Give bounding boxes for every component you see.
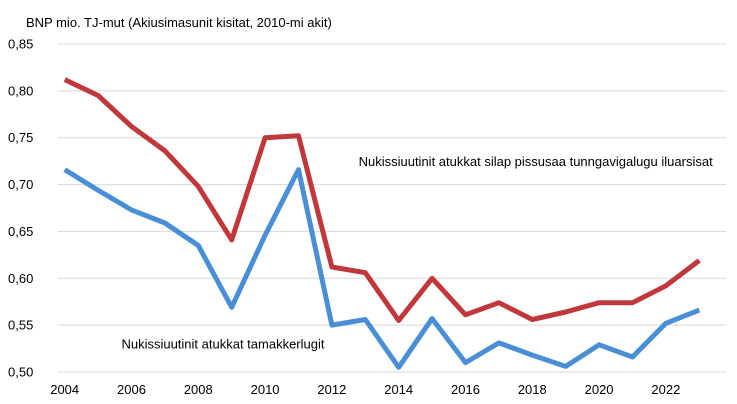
- x-tick-label: 2016: [451, 382, 480, 397]
- x-tick-label: 2018: [518, 382, 547, 397]
- chart-title: BNP mio. TJ-mut (Akiusimasunit kisitat, …: [26, 15, 332, 30]
- y-tick-label: 0,70: [8, 177, 33, 192]
- y-axis-tick-labels: 0,50 0,55 0,60 0,65 0,70 0,75 0,80 0,85: [8, 37, 33, 380]
- y-tick-label: 0,80: [8, 83, 33, 98]
- x-tick-label: 2020: [585, 382, 614, 397]
- grid-lines: [58, 43, 726, 373]
- y-tick-label: 0,75: [8, 130, 33, 145]
- y-tick-label: 0,55: [8, 318, 33, 333]
- x-axis-tick-labels: 2004 2006 2008 2010 2012 2014 2016 2018 2020 2022: [50, 382, 680, 397]
- y-tick-label: 0,50: [8, 365, 33, 380]
- annotation-red-series: Nukissiuutinit atukkat silap pissusaa tu…: [359, 154, 713, 169]
- x-tick-label: 2006: [117, 382, 146, 397]
- y-tick-label: 0,65: [8, 224, 33, 239]
- y-tick-label: 0,60: [8, 271, 33, 286]
- x-tick-label: 2008: [184, 382, 213, 397]
- series-line-blue: [63, 167, 701, 370]
- x-tick-label: 2014: [384, 382, 413, 397]
- x-tick-label: 2022: [651, 382, 680, 397]
- x-tick-label: 2010: [251, 382, 280, 397]
- series-lines: [63, 77, 701, 370]
- series-line-red: [63, 77, 701, 323]
- annotation-blue-series: Nukissiuutinit atukkat tamakkerlugit: [121, 337, 324, 352]
- x-tick-label: 2012: [317, 382, 346, 397]
- x-tick-label: 2004: [50, 382, 79, 397]
- y-tick-label: 0,85: [8, 37, 33, 52]
